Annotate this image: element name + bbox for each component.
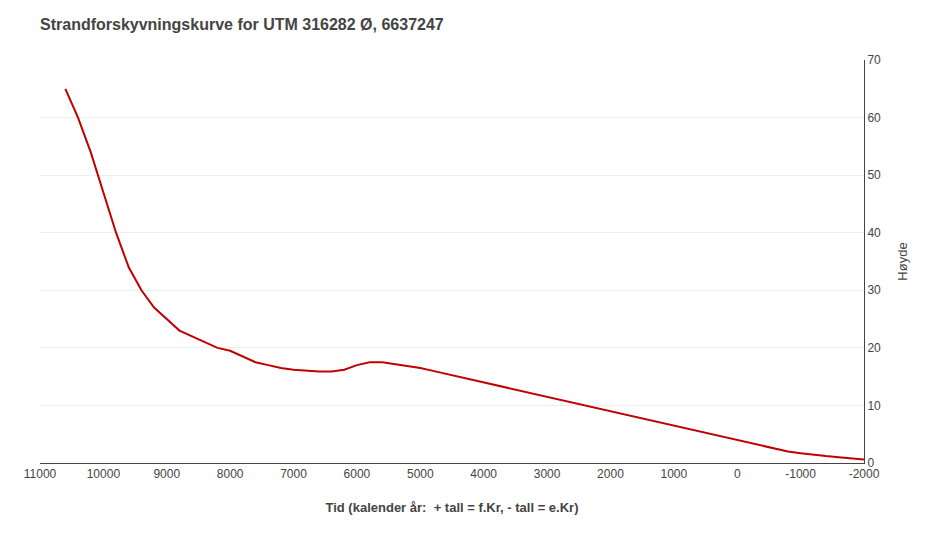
- svg-text:3000: 3000: [534, 467, 561, 481]
- svg-text:8000: 8000: [217, 467, 244, 481]
- svg-text:Strandforskyvningskurve for UT: Strandforskyvningskurve for UTM 316282 Ø…: [40, 16, 444, 33]
- svg-text:30: 30: [867, 283, 881, 297]
- svg-text:50: 50: [867, 168, 881, 182]
- svg-text:0: 0: [734, 467, 741, 481]
- svg-text:70: 70: [867, 53, 881, 67]
- svg-text:1000: 1000: [660, 467, 687, 481]
- svg-text:6000: 6000: [344, 467, 371, 481]
- svg-text:-1000: -1000: [785, 467, 816, 481]
- svg-text:9000: 9000: [153, 467, 180, 481]
- svg-text:Tid (kalender år: + tall = f.: Tid (kalender år: + tall = f.Kr, - tall …: [326, 500, 579, 515]
- svg-text:40: 40: [867, 226, 881, 240]
- svg-text:10: 10: [867, 399, 881, 413]
- svg-text:60: 60: [867, 111, 881, 125]
- svg-text:2000: 2000: [597, 467, 624, 481]
- svg-text:Høyde: Høyde: [895, 242, 910, 280]
- svg-text:20: 20: [867, 341, 881, 355]
- svg-text:4000: 4000: [470, 467, 497, 481]
- svg-text:11000: 11000: [24, 467, 57, 481]
- svg-text:5000: 5000: [407, 467, 434, 481]
- svg-text:0: 0: [867, 456, 874, 470]
- svg-text:7000: 7000: [280, 467, 307, 481]
- svg-text:-2000: -2000: [849, 467, 880, 481]
- svg-text:10000: 10000: [87, 467, 121, 481]
